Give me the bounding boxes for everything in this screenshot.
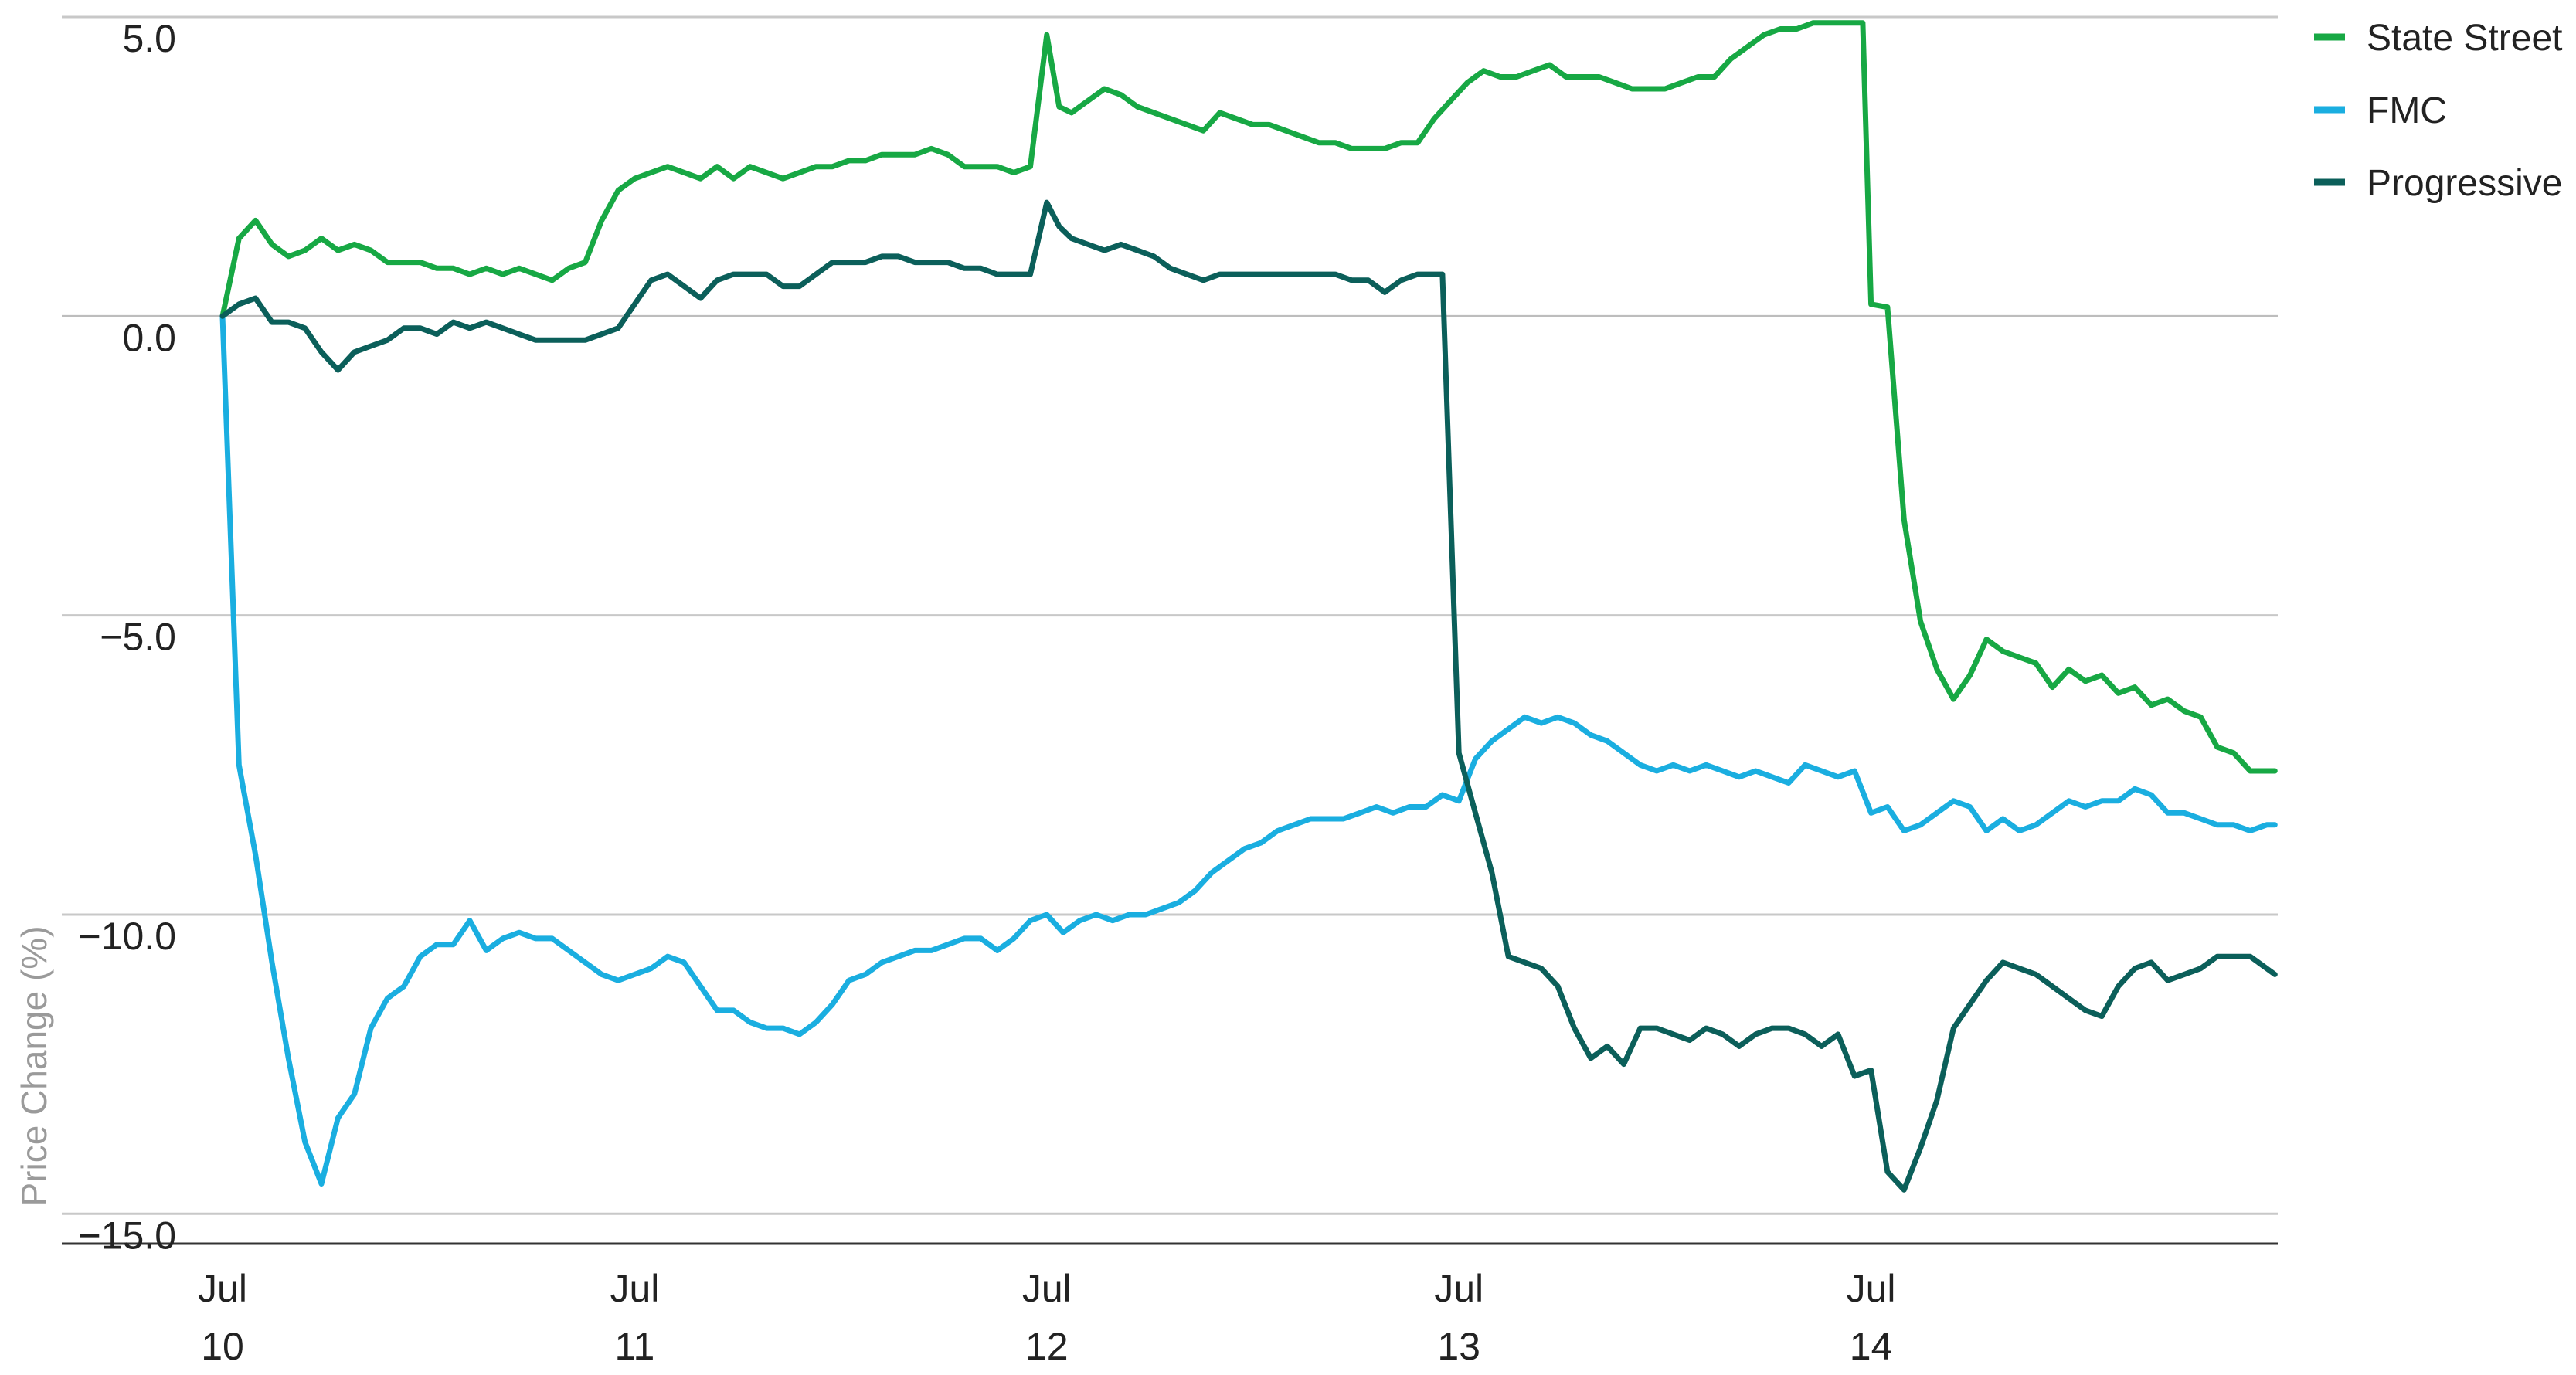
x-axis-ticks: Jul 10 Jul 11 Jul 12 Jul 13 Jul 14 — [198, 1267, 1896, 1368]
series-line-fmc — [219, 313, 2278, 1187]
series-line-state-street — [219, 20, 2278, 774]
x-tick-month-label: Jul — [610, 1267, 659, 1310]
legend-label: State Street — [2367, 18, 2562, 59]
series-lines — [219, 20, 2278, 1193]
y-tick-label: 0.0 — [122, 316, 176, 359]
gridlines — [62, 15, 2278, 1245]
y-tick-label: −15.0 — [78, 1214, 176, 1257]
x-tick-day-label: 12 — [1025, 1325, 1069, 1368]
y-tick-label: 5.0 — [122, 17, 176, 60]
series-line-progressive — [219, 199, 2278, 1193]
x-tick-day-label: 13 — [1437, 1325, 1480, 1368]
x-tick-day-label: 10 — [201, 1325, 244, 1368]
x-tick-month-label: Jul — [1022, 1267, 1072, 1310]
y-axis-title: Price Change (%) — [14, 925, 54, 1206]
x-tick-month-label: Jul — [1847, 1267, 1896, 1310]
y-axis-ticks: 5.0 0.0 −5.0 −10.0 −15.0 — [78, 17, 176, 1257]
legend: State Street FMC Progressive — [2314, 18, 2562, 204]
x-tick-day-label: 14 — [1850, 1325, 1893, 1368]
legend-label: FMC — [2367, 90, 2447, 131]
y-tick-label: −10.0 — [78, 915, 176, 958]
x-tick-day-label: 11 — [614, 1325, 654, 1368]
x-tick-month-label: Jul — [1434, 1267, 1483, 1310]
y-tick-label: −5.0 — [100, 616, 176, 659]
legend-label: Progressive — [2367, 163, 2562, 204]
x-tick-month-label: Jul — [198, 1267, 247, 1310]
